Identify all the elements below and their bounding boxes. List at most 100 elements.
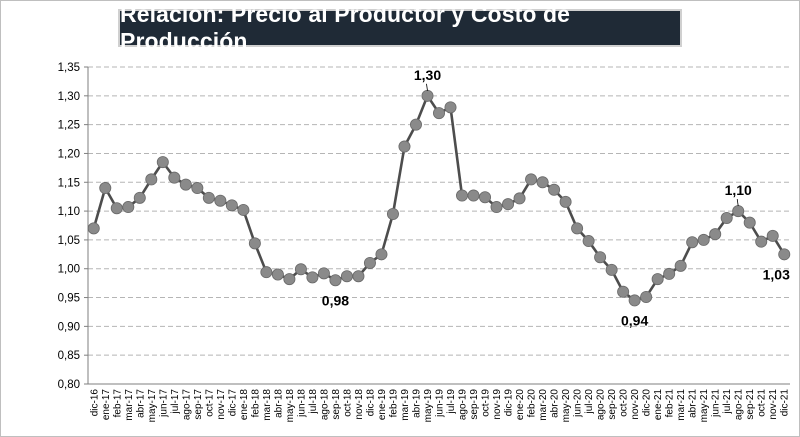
data-point bbox=[778, 248, 791, 261]
x-tick-label: may-18 bbox=[285, 389, 296, 423]
data-point bbox=[168, 171, 181, 184]
x-axis-ticks: dic-16 ene-17 feb-17 mar-17 abr-17 may-17 jun-… bbox=[89, 389, 790, 423]
x-tick-label: may-17 bbox=[147, 389, 158, 423]
x-tick-label: feb-20 bbox=[527, 389, 538, 418]
x-tick-label: ago-19 bbox=[458, 389, 469, 421]
data-label-leader bbox=[426, 83, 428, 91]
data-point bbox=[271, 268, 284, 281]
x-tick-label: dic-17 bbox=[227, 389, 238, 417]
y-tick-label: 1,15 bbox=[58, 177, 80, 189]
x-tick-label: dic-21 bbox=[780, 389, 791, 417]
data-point bbox=[375, 248, 388, 261]
x-tick-label: abr-18 bbox=[273, 389, 284, 418]
x-tick-label: dic-18 bbox=[365, 389, 376, 417]
data-point bbox=[502, 198, 515, 211]
data-point bbox=[248, 237, 261, 250]
x-tick-label: ene-18 bbox=[239, 389, 250, 421]
data-point bbox=[145, 173, 158, 186]
x-tick-label: sep-20 bbox=[607, 389, 618, 420]
x-tick-label: ago-20 bbox=[596, 389, 607, 421]
y-tick-label: 0,80 bbox=[58, 379, 80, 391]
data-point bbox=[122, 201, 135, 214]
x-tick-label: jul-20 bbox=[584, 389, 595, 415]
data-point bbox=[628, 294, 641, 307]
data-point bbox=[214, 194, 227, 207]
data-point bbox=[237, 203, 250, 216]
x-tick-label: jul-19 bbox=[446, 389, 457, 415]
x-tick-label: sep-21 bbox=[745, 389, 756, 420]
data-point bbox=[363, 256, 376, 269]
data-point bbox=[398, 140, 411, 153]
data-point bbox=[191, 182, 204, 195]
x-tick-label: jun-18 bbox=[296, 389, 307, 418]
data-point bbox=[709, 228, 722, 241]
y-tick-label: 1,00 bbox=[58, 264, 80, 276]
x-tick-label: jul-18 bbox=[308, 389, 319, 415]
data-point bbox=[156, 156, 169, 169]
x-tick-label: may-19 bbox=[423, 389, 434, 423]
x-tick-label: ene-17 bbox=[101, 389, 112, 421]
data-point bbox=[202, 191, 215, 204]
x-tick-label: oct-17 bbox=[204, 389, 215, 417]
data-point bbox=[352, 270, 365, 283]
chart-title: Relación: Precio al Productor y Costo de… bbox=[118, 1, 682, 54]
data-point bbox=[743, 216, 756, 229]
x-tick-label: jun-17 bbox=[158, 389, 169, 418]
x-tick-label: jul-21 bbox=[722, 389, 733, 415]
y-tick-label: 1,05 bbox=[58, 235, 80, 247]
x-tick-label: dic-20 bbox=[642, 389, 653, 417]
data-point bbox=[294, 263, 307, 276]
data-point bbox=[640, 290, 653, 303]
data-point bbox=[571, 222, 584, 235]
x-tick-label: nov-20 bbox=[630, 389, 641, 420]
data-labels: 0,98 1,30 0,94 1,10 1,03 bbox=[322, 67, 790, 329]
x-tick-label: ene-20 bbox=[515, 389, 526, 421]
data-point bbox=[559, 195, 572, 208]
data-point bbox=[536, 176, 549, 189]
x-tick-label: jun-20 bbox=[573, 389, 584, 418]
data-point bbox=[110, 202, 123, 215]
data-label-leader bbox=[736, 199, 739, 207]
y-tick-label: 0,90 bbox=[58, 321, 80, 333]
data-point bbox=[755, 235, 768, 248]
y-tick-label: 1,30 bbox=[58, 91, 80, 103]
data-point bbox=[490, 201, 503, 214]
data-point bbox=[467, 189, 480, 202]
x-tick-label: nov-21 bbox=[768, 389, 779, 420]
data-point bbox=[617, 285, 630, 298]
data-point bbox=[582, 235, 595, 248]
x-tick-label: feb-17 bbox=[112, 389, 123, 418]
data-point bbox=[99, 182, 112, 195]
data-point bbox=[720, 212, 733, 225]
x-tick-label: ago-17 bbox=[181, 389, 192, 421]
y-tick-label: 0,85 bbox=[58, 350, 80, 362]
gridlines bbox=[88, 66, 790, 356]
x-tick-label: feb-19 bbox=[388, 389, 399, 418]
data-point bbox=[594, 251, 607, 264]
data-point bbox=[674, 259, 687, 272]
data-point bbox=[432, 107, 445, 120]
x-tick-label: oct-21 bbox=[757, 389, 768, 417]
x-tick-label: oct-19 bbox=[481, 389, 492, 417]
x-tick-label: mar-21 bbox=[676, 389, 687, 421]
x-tick-label: ene-21 bbox=[653, 389, 664, 421]
x-tick-label: mar-20 bbox=[538, 389, 549, 421]
data-point bbox=[179, 178, 192, 191]
x-tick-label: abr-17 bbox=[135, 389, 146, 418]
data-point bbox=[421, 89, 434, 102]
data-point bbox=[444, 101, 457, 114]
data-point bbox=[87, 222, 100, 235]
x-tick-label: dic-16 bbox=[89, 389, 100, 417]
data-point bbox=[732, 205, 745, 218]
data-label: 1,30 bbox=[414, 67, 441, 83]
y-tick-label: 1,20 bbox=[58, 148, 80, 160]
data-point bbox=[225, 199, 238, 212]
x-tick-label: abr-20 bbox=[550, 389, 561, 418]
x-tick-label: feb-18 bbox=[250, 389, 261, 418]
data-point bbox=[386, 207, 399, 220]
x-tick-label: sep-19 bbox=[469, 389, 480, 420]
x-tick-label: ene-19 bbox=[377, 389, 388, 421]
data-point bbox=[329, 274, 342, 287]
x-tick-label: jul-17 bbox=[170, 389, 181, 415]
